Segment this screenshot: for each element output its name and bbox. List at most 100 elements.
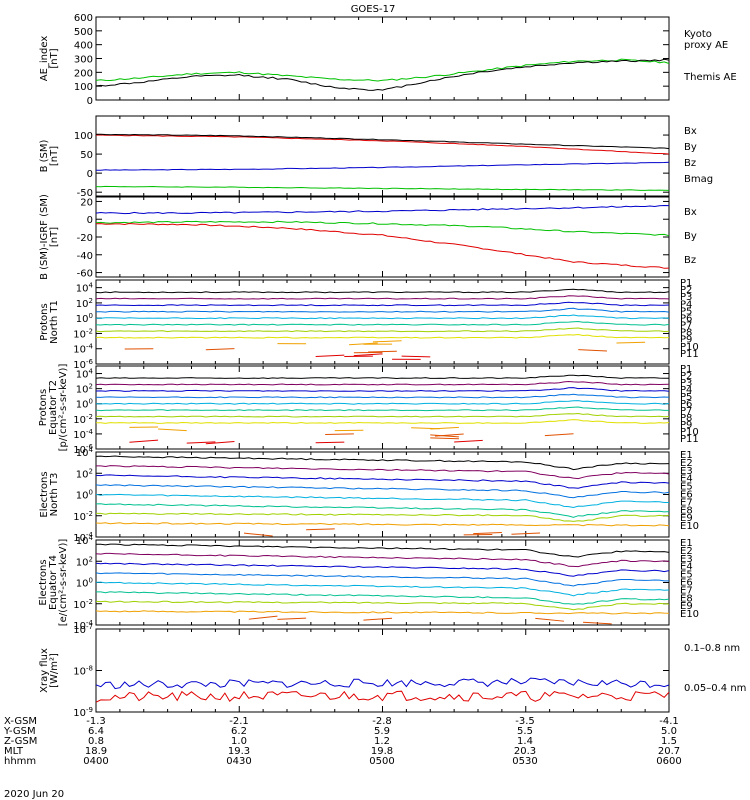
y-tick-label: 300 bbox=[74, 55, 93, 66]
series-p3 bbox=[95, 387, 670, 392]
y-axis-label: Xray flux bbox=[39, 648, 50, 693]
orbit-value: 0600 bbox=[656, 756, 681, 767]
series-e7 bbox=[95, 600, 670, 611]
series-e9 bbox=[248, 615, 278, 620]
legend-p11: P11 bbox=[680, 349, 699, 360]
legend-p1: P1 bbox=[680, 278, 692, 289]
tick-label: 10-4 bbox=[73, 428, 93, 441]
legend-e6: E6 bbox=[680, 490, 693, 501]
tick-label: 10-6 bbox=[73, 443, 93, 456]
legend-0-05-0-4-nm: 0.05–0.4 nm bbox=[684, 683, 746, 694]
series-p8 bbox=[96, 419, 670, 424]
series-e9 bbox=[363, 617, 393, 621]
tick-label: 10-4 bbox=[73, 619, 93, 632]
series-p2 bbox=[95, 295, 670, 300]
series-xray-long bbox=[95, 677, 670, 690]
series-themis-ae bbox=[95, 58, 670, 91]
legend-p9: P9 bbox=[680, 335, 692, 346]
panel-xray: 10-7 10-8 10-9 Xray flux [W/m²] 0.1–0.8 nm 0.0… bbox=[39, 623, 746, 719]
orbit-value: 19.3 bbox=[228, 746, 250, 757]
legend-bx: Bx bbox=[684, 207, 697, 218]
orbit-value: 1.0 bbox=[231, 736, 247, 747]
series-p11 bbox=[186, 441, 216, 444]
series-e1 bbox=[95, 455, 670, 471]
legend-kyoto: Kyoto bbox=[684, 29, 712, 40]
y-axis-label: Electrons bbox=[39, 471, 50, 517]
y-tick-label: 50 bbox=[80, 150, 93, 161]
series-e2 bbox=[95, 552, 670, 568]
tick-label: 10-4 bbox=[73, 343, 93, 356]
orbit-row-label: hhmm bbox=[4, 756, 36, 767]
legend-e10: E10 bbox=[680, 609, 699, 620]
series-e4 bbox=[95, 484, 670, 499]
series-e5 bbox=[95, 581, 670, 597]
series-p10 bbox=[430, 437, 459, 440]
series-p1 bbox=[95, 288, 670, 294]
y-tick-label: 400 bbox=[74, 41, 93, 52]
y-axis-label: AE_index bbox=[39, 36, 50, 82]
series-p9 bbox=[430, 426, 459, 430]
series-p10 bbox=[325, 433, 354, 435]
legend-e1: E1 bbox=[680, 450, 693, 461]
panel-frame bbox=[95, 115, 670, 197]
legend-p11: P11 bbox=[680, 434, 699, 445]
y-axis-label: Protons bbox=[39, 303, 50, 340]
series-bx bbox=[95, 204, 670, 215]
tick-label: 102 bbox=[76, 297, 93, 310]
orbit-value: 20.7 bbox=[658, 746, 680, 757]
legend-0-1-0-8-nm: 0.1–0.8 nm bbox=[684, 643, 740, 654]
series-p9 bbox=[616, 341, 646, 344]
series-p4 bbox=[95, 393, 670, 399]
legend-e8: E8 bbox=[680, 593, 693, 604]
y-tick-label: -50 bbox=[77, 188, 93, 199]
series-p7 bbox=[95, 327, 670, 333]
orbit-value: 0500 bbox=[369, 756, 394, 767]
orbit-value: -2.1 bbox=[229, 716, 249, 727]
series-e9 bbox=[511, 532, 541, 535]
y-tick-label: -20 bbox=[77, 233, 93, 244]
tick-label: 10-8 bbox=[73, 665, 93, 678]
series-p10 bbox=[205, 348, 235, 351]
series-e9 bbox=[473, 532, 502, 535]
legend-p1: P1 bbox=[680, 364, 692, 375]
series-p11 bbox=[315, 441, 345, 444]
orbit-value: 1.2 bbox=[374, 736, 390, 747]
legend-p4: P4 bbox=[680, 385, 692, 396]
tick-label: 104 bbox=[76, 368, 94, 381]
series-p11 bbox=[401, 355, 431, 358]
series-p10 bbox=[578, 349, 607, 352]
series-p6 bbox=[95, 406, 669, 412]
legend-proxy-ae: proxy AE bbox=[684, 40, 728, 51]
y-axis-label: Equator T4 bbox=[48, 555, 59, 610]
y-axis-label: Protons bbox=[38, 389, 49, 426]
series-e3 bbox=[95, 562, 670, 577]
legend-e6: E6 bbox=[680, 578, 693, 589]
tick-label: 102 bbox=[76, 383, 93, 396]
y-axis-label: [nT] bbox=[49, 48, 60, 68]
orbit-value: 0.8 bbox=[88, 736, 104, 747]
orbit-value: -4.1 bbox=[659, 716, 679, 727]
tick-label: 104 bbox=[76, 446, 94, 459]
tick-label: 10-2 bbox=[73, 413, 93, 426]
series-e2 bbox=[96, 465, 670, 480]
series-p5 bbox=[95, 400, 670, 405]
panel-pnorth: 104 102 100 10-2 10-4 10-6 Protons North T1 P1P2… bbox=[39, 278, 699, 371]
y-tick-label: 500 bbox=[74, 27, 93, 38]
tick-label: 10-2 bbox=[73, 598, 93, 611]
series-e6 bbox=[96, 591, 670, 605]
legend-e8: E8 bbox=[680, 505, 693, 516]
series-bx bbox=[96, 161, 670, 171]
panel-ae: 600 500 400 300 200 100 0 AE_index [nT] Kyotoprox… bbox=[39, 13, 737, 107]
series-e1 bbox=[96, 543, 670, 558]
orbit-row-label: X-GSM bbox=[4, 716, 37, 727]
series-bz bbox=[95, 134, 670, 155]
orbit-value: 0430 bbox=[226, 756, 251, 767]
orbit-value: -2.8 bbox=[372, 716, 392, 727]
y-axis-label: [W/m²] bbox=[49, 653, 60, 688]
figure-title: GOES-17 bbox=[351, 4, 396, 15]
series-p1 bbox=[95, 374, 669, 380]
series-p10 bbox=[434, 433, 464, 437]
series-by bbox=[95, 220, 670, 237]
y-tick-label: 0 bbox=[87, 215, 93, 226]
